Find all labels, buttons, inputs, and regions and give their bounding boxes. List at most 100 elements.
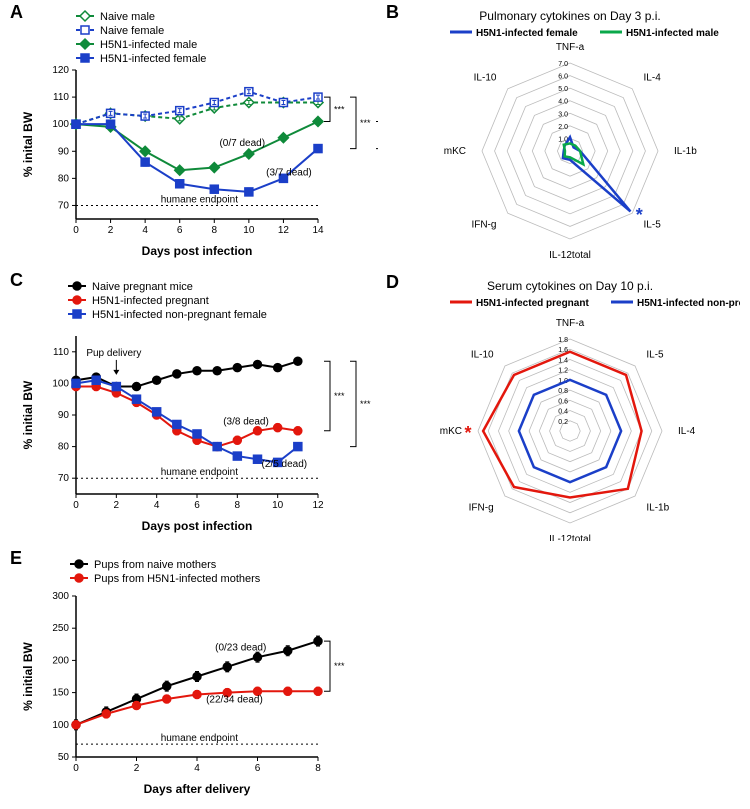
svg-text:2: 2 [108, 225, 114, 236]
svg-text:50: 50 [58, 752, 70, 763]
svg-text:H5N1-infected non-pregnant fem: H5N1-infected non-pregnant female [637, 298, 740, 309]
svg-text:IL-10: IL-10 [474, 72, 497, 83]
svg-text:IL-10: IL-10 [471, 350, 494, 361]
svg-text:4: 4 [194, 763, 200, 774]
svg-text:H5N1-infected non-pregnant fem: H5N1-infected non-pregnant female [92, 309, 267, 321]
svg-text:(0/7 dead): (0/7 dead) [219, 138, 265, 149]
svg-text:*: * [636, 205, 643, 225]
svg-text:12: 12 [278, 225, 290, 236]
svg-text:Pups from naive mothers: Pups from naive mothers [94, 559, 217, 571]
svg-text:150: 150 [52, 688, 69, 699]
svg-text:H5N1-infected male: H5N1-infected male [626, 28, 719, 39]
svg-text:0: 0 [73, 763, 79, 774]
radar-b: Pulmonary cytokines on Day 3 p.i. H5N1-in… [400, 6, 740, 261]
svg-text:8: 8 [315, 763, 321, 774]
svg-text:6: 6 [194, 500, 200, 511]
svg-text:humane endpoint: humane endpoint [161, 194, 239, 205]
svg-text:IFN-g: IFN-g [469, 502, 494, 513]
svg-text:*: * [464, 423, 471, 443]
svg-text:Pulmonary cytokines on Day 3 p: Pulmonary cytokines on Day 3 p.i. [479, 9, 660, 23]
svg-text:Days post infection: Days post infection [142, 519, 253, 533]
svg-text:0.4: 0.4 [558, 409, 568, 416]
svg-text:2: 2 [114, 500, 120, 511]
panel-label-b: B [386, 2, 399, 23]
svg-text:4.0: 4.0 [558, 99, 568, 106]
svg-text:12: 12 [312, 500, 324, 511]
svg-text:0.6: 0.6 [558, 398, 568, 405]
svg-text:90: 90 [58, 146, 70, 157]
svg-text:70: 70 [58, 473, 70, 484]
svg-text:Days post infection: Days post infection [142, 244, 253, 258]
svg-text:2: 2 [134, 763, 140, 774]
svg-text:Naive female: Naive female [100, 25, 164, 37]
svg-text:H5N1-infected female: H5N1-infected female [100, 53, 206, 65]
chart-e: 5010015020025030002468Days after deliver… [18, 554, 378, 799]
svg-text:1.8: 1.8 [558, 337, 568, 344]
svg-text:(3/8 dead): (3/8 dead) [223, 416, 269, 427]
svg-text:6.0: 6.0 [558, 74, 568, 81]
svg-text:IL-1b: IL-1b [674, 146, 697, 157]
svg-text:110: 110 [53, 347, 69, 358]
svg-text:***: *** [360, 118, 371, 128]
svg-text:(3/7 dead): (3/7 dead) [266, 168, 312, 179]
svg-text:7.0: 7.0 [558, 61, 568, 68]
svg-text:Serum cytokines on Day 10 p.i.: Serum cytokines on Day 10 p.i. [487, 279, 653, 293]
svg-text:8: 8 [235, 500, 241, 511]
svg-text:***: *** [360, 399, 371, 409]
svg-text:6: 6 [255, 763, 261, 774]
svg-text:14: 14 [312, 225, 324, 236]
svg-text:(2/5 dead): (2/5 dead) [262, 459, 308, 470]
radar-d: Serum cytokines on Day 10 p.i. H5N1-infec… [400, 276, 740, 541]
svg-text:0.8: 0.8 [558, 388, 568, 395]
svg-text:0.2: 0.2 [558, 419, 568, 426]
svg-text:IL-5: IL-5 [646, 350, 664, 361]
svg-text:***: *** [334, 104, 345, 114]
svg-text:80: 80 [58, 173, 70, 184]
svg-text:Naive pregnant mice: Naive pregnant mice [92, 281, 193, 293]
svg-text:1.4: 1.4 [558, 357, 568, 364]
svg-text:IL-5: IL-5 [644, 220, 662, 231]
svg-text:110: 110 [53, 92, 69, 103]
svg-text:% initial BW: % initial BW [21, 380, 35, 449]
svg-text:Pups from H5N1-infected mother: Pups from H5N1-infected mothers [94, 573, 261, 585]
svg-text:H5N1-infected male: H5N1-infected male [100, 39, 197, 51]
svg-text:IL-4: IL-4 [678, 426, 696, 437]
svg-text:IL-12total: IL-12total [549, 534, 591, 541]
svg-text:8: 8 [212, 225, 218, 236]
svg-text:100: 100 [52, 119, 69, 130]
svg-text:mKC: mKC [444, 146, 466, 157]
svg-text:humane endpoint: humane endpoint [161, 733, 239, 744]
panel-label-d: D [386, 272, 399, 293]
svg-text:***: *** [334, 661, 345, 671]
svg-text:IL-12total: IL-12total [549, 250, 591, 261]
svg-text:90: 90 [58, 410, 70, 421]
svg-text:1.2: 1.2 [558, 368, 568, 375]
svg-text:% initial BW: % initial BW [21, 641, 35, 710]
svg-text:IL-4: IL-4 [644, 72, 662, 83]
svg-text:(22/34 dead): (22/34 dead) [206, 694, 263, 705]
svg-text:10: 10 [243, 225, 255, 236]
svg-text:***: *** [334, 391, 345, 401]
svg-text:80: 80 [58, 442, 70, 453]
svg-text:120: 120 [52, 65, 69, 76]
svg-text:4: 4 [142, 225, 148, 236]
svg-text:10: 10 [272, 500, 284, 511]
svg-text:Days after delivery: Days after delivery [144, 782, 251, 796]
svg-text:100: 100 [52, 720, 69, 731]
chart-c: 708090100110024681012Days post infection… [18, 276, 378, 536]
svg-text:Naive male: Naive male [100, 11, 155, 23]
svg-text:70: 70 [58, 200, 70, 211]
svg-text:3.0: 3.0 [558, 111, 568, 118]
svg-text:H5N1-infected pregnant: H5N1-infected pregnant [476, 298, 589, 309]
svg-text:5.0: 5.0 [558, 86, 568, 93]
svg-text:IL-1b: IL-1b [646, 502, 669, 513]
svg-text:300: 300 [52, 591, 69, 602]
svg-text:100: 100 [52, 378, 69, 389]
svg-text:(0/23 dead): (0/23 dead) [215, 643, 266, 654]
svg-text:IFN-g: IFN-g [471, 220, 496, 231]
svg-text:H5N1-infected pregnant: H5N1-infected pregnant [92, 295, 209, 307]
chart-a: 70 80 90 100 110 120 0 2 4 6 8 10 12 14 Days post infe… [18, 6, 378, 261]
svg-text:6: 6 [177, 225, 183, 236]
svg-text:0: 0 [73, 225, 79, 236]
svg-text:2.0: 2.0 [558, 124, 568, 131]
